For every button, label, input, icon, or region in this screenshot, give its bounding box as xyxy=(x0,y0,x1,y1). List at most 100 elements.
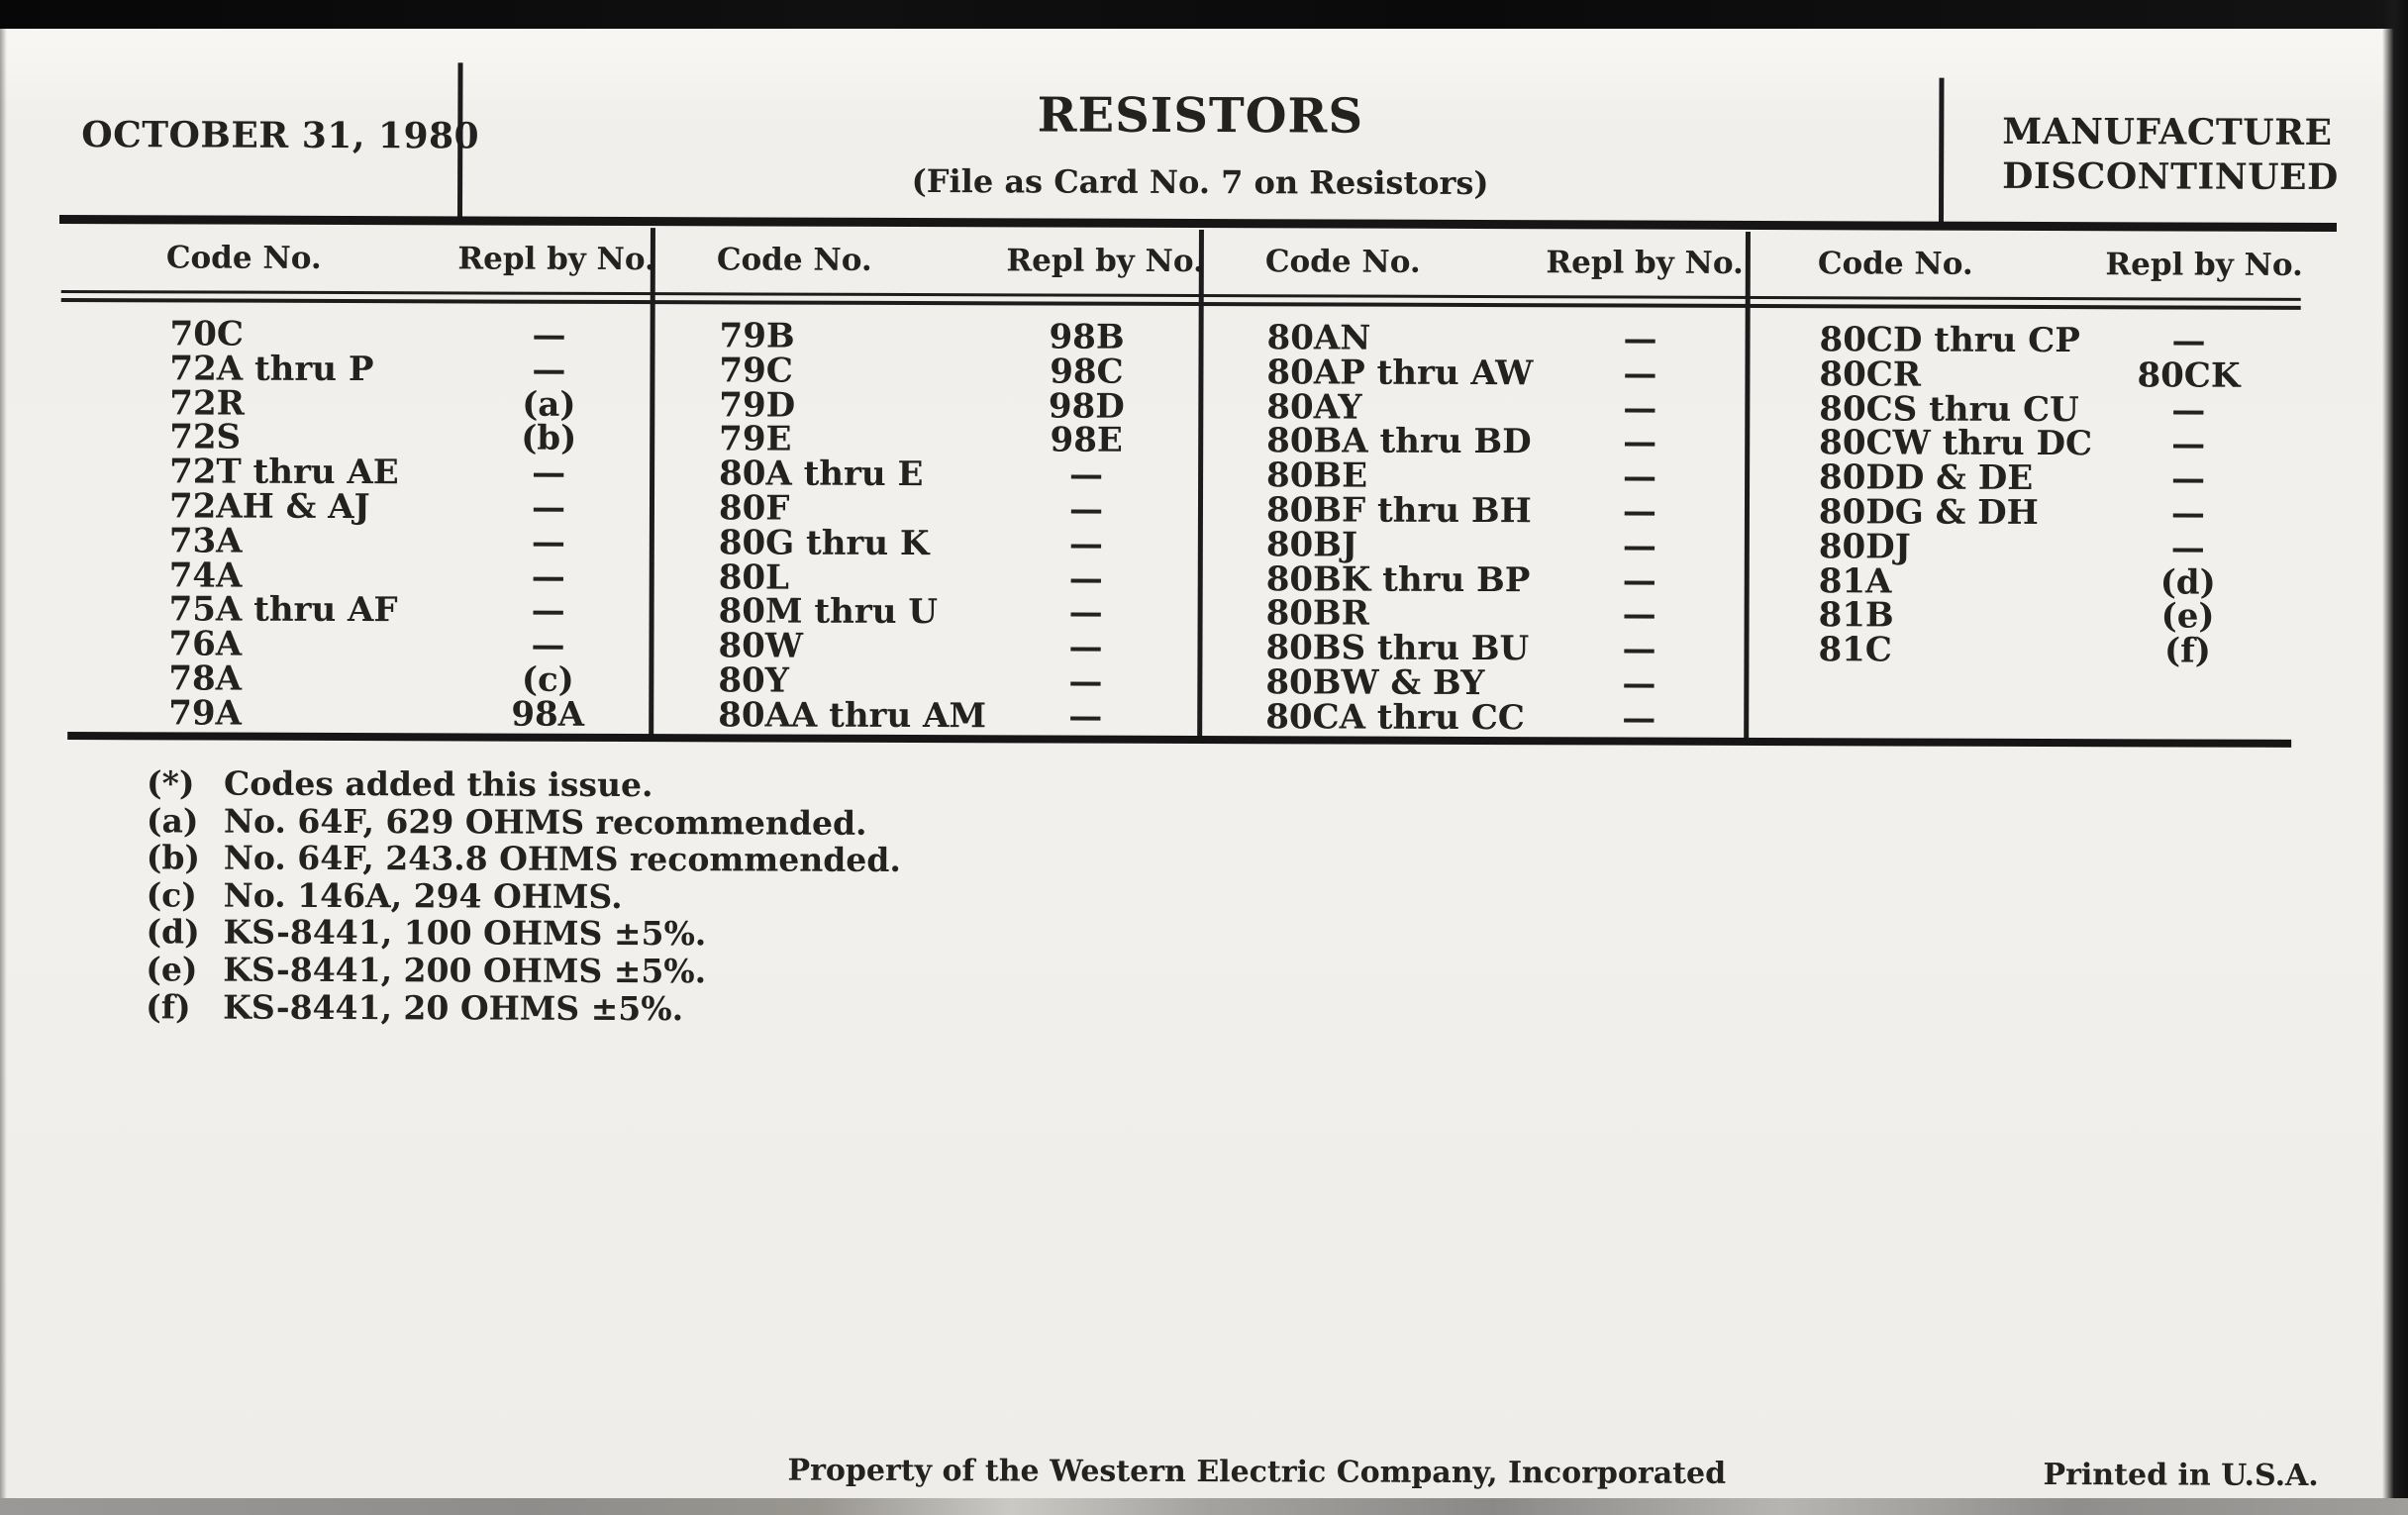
repl-cell: — xyxy=(1622,698,1656,739)
code-cell: 80BK thru BP xyxy=(1265,558,1531,600)
code-cell: 80BS thru BU xyxy=(1265,628,1530,669)
page-title: RESISTORS xyxy=(1037,87,1364,145)
repl-cell: — xyxy=(1622,663,1656,704)
footnote-marker: (c) xyxy=(146,875,198,915)
code-cell: 81C xyxy=(1818,630,1892,670)
scan-edge-right xyxy=(2382,0,2408,1515)
repl-cell: — xyxy=(531,625,565,665)
code-cell: 80DG & DH xyxy=(1818,492,2039,533)
repl-cell: — xyxy=(532,453,566,493)
column-header-underline xyxy=(60,290,2301,310)
code-cell: 79E xyxy=(719,419,792,459)
footnote: (e) KS-8441, 200 OHMS ±5%. xyxy=(146,950,900,991)
table-row: 80BK thru BP — xyxy=(1265,558,1714,601)
table-row: 72A thru P — xyxy=(169,349,623,389)
repl-cell: 98D xyxy=(1048,386,1125,427)
page-subtitle: (File as Card No. 7 on Resistors) xyxy=(911,162,1489,203)
code-list-group-4: 80CD thru CP —80CR 80CK 80CS thru CU —80CW t… xyxy=(1818,320,2263,671)
table-row: 80DJ — xyxy=(1819,527,2262,567)
footnote-text: No. 64F, 629 OHMS recommended. xyxy=(223,801,867,843)
status-line-1: MANUFACTURE xyxy=(2002,110,2333,154)
column-divider-3 xyxy=(1744,231,1751,745)
code-cell: 79B xyxy=(719,316,795,356)
code-cell: 80BA thru BD xyxy=(1266,421,1532,462)
table-row: 81C (f) xyxy=(1818,630,2261,670)
code-cell: 80AA thru AM xyxy=(718,695,987,737)
footnote-marker: (*) xyxy=(146,763,195,803)
table-bottom-rule xyxy=(67,732,2292,748)
table-row: 72AH & AJ — xyxy=(169,486,623,527)
footnotes: (*) Codes added this issue. (a) No. 64F,… xyxy=(146,763,901,1028)
code-cell: 74A xyxy=(168,555,243,596)
column-header-repl-4: Repl by No. xyxy=(2105,247,2303,283)
footnote-text: No. 64F, 243.8 OHMS recommended. xyxy=(223,838,901,880)
code-cell: 70C xyxy=(169,314,245,354)
table-row: 81A (d) xyxy=(1819,561,2262,602)
code-list-group-3: 80AN —80AP thru AW —80AY —80BA thru BD —80BE… xyxy=(1265,318,1714,739)
table-row: 79D 98D xyxy=(719,384,1160,427)
repl-cell: — xyxy=(1069,454,1104,495)
column-header-code-1: Code No. xyxy=(165,240,322,276)
repl-cell: — xyxy=(1068,696,1103,737)
repl-cell: — xyxy=(1623,456,1657,497)
repl-cell: — xyxy=(1068,558,1103,599)
scan-edge-left xyxy=(0,29,7,1498)
footnote-marker: (e) xyxy=(146,950,198,989)
footnote-text: KS-8441, 200 OHMS ±5%. xyxy=(223,950,707,991)
column-header-repl-2: Repl by No. xyxy=(1006,243,1204,280)
repl-cell: (b) xyxy=(521,419,577,459)
code-cell: 80CA thru CC xyxy=(1265,697,1525,738)
code-cell: 80AN xyxy=(1266,318,1371,358)
repl-cell: — xyxy=(1622,491,1657,532)
table-row: 80CA thru CC — xyxy=(1265,697,1713,739)
code-cell: 80BR xyxy=(1265,593,1369,634)
footnote: (b) No. 64F, 243.8 OHMS recommended. xyxy=(147,838,901,880)
table-row: 70C — xyxy=(169,314,624,354)
table-row: 79E 98E xyxy=(719,419,1160,460)
code-cell: 80BE xyxy=(1266,455,1368,496)
status-line-2: DISCONTINUED xyxy=(2002,154,2339,199)
table-row: 80AY — xyxy=(1266,387,1714,428)
code-cell: 73A xyxy=(168,521,243,561)
repl-cell: 98B xyxy=(1049,317,1125,357)
repl-cell: — xyxy=(1623,354,1657,394)
footnote-marker: (f) xyxy=(146,986,191,1027)
footnote: (*) Codes added this issue. xyxy=(146,763,901,804)
repl-cell: — xyxy=(1622,594,1656,636)
footnote: (c) No. 146A, 294 OHMS. xyxy=(146,875,901,916)
table-row: 80F — xyxy=(719,488,1160,529)
repl-cell: (c) xyxy=(521,659,574,700)
code-list-group-1: 70C —72A thru P —72R (a) 72S (b) 72T thru AE —7… xyxy=(168,314,624,734)
repl-cell: (a) xyxy=(522,384,576,425)
repl-cell: — xyxy=(1068,524,1103,564)
column-header-code-3: Code No. xyxy=(1264,244,1421,280)
code-cell: 79A xyxy=(168,693,243,734)
repl-cell: — xyxy=(1622,526,1656,566)
table-row: 78A (c) xyxy=(168,658,622,700)
footnote-text: No. 146A, 294 OHMS. xyxy=(223,875,623,916)
footnote: (a) No. 64F, 629 OHMS recommended. xyxy=(146,800,901,843)
table-row: 80Y — xyxy=(718,660,1159,702)
code-cell: 80BJ xyxy=(1265,525,1358,565)
table-row: 80W — xyxy=(718,626,1159,666)
code-cell: 80DD & DE xyxy=(1819,457,2034,499)
table-row: 81B (e) xyxy=(1819,596,2262,637)
footnote-marker: (a) xyxy=(146,800,199,841)
footnote-marker: (d) xyxy=(146,912,200,952)
status-label: MANUFACTURE DISCONTINUED xyxy=(2002,110,2339,200)
header-divider-right xyxy=(1938,77,1945,227)
repl-cell: — xyxy=(2171,390,2206,431)
table-row: 79B 98B xyxy=(719,316,1161,357)
table-row: 80AP thru AW — xyxy=(1266,353,1714,394)
code-list-group-2: 79B 98B 79C 98C 79D 98D 79E 98E 80A thru E —80F —8… xyxy=(718,316,1161,737)
code-cell: 79C xyxy=(719,351,793,391)
table-row: 74A — xyxy=(168,555,623,596)
repl-cell: — xyxy=(1068,661,1103,702)
table-row: 80CD thru CP — xyxy=(1820,320,2263,360)
code-cell: 79D xyxy=(719,384,796,426)
table-row: 80G thru K — xyxy=(719,523,1160,564)
repl-cell: 98C xyxy=(1050,352,1124,392)
repl-cell: — xyxy=(1622,560,1656,601)
footnote: (d) KS-8441, 100 OHMS ±5%. xyxy=(146,912,900,954)
column-header-code-4: Code No. xyxy=(1817,246,1973,282)
